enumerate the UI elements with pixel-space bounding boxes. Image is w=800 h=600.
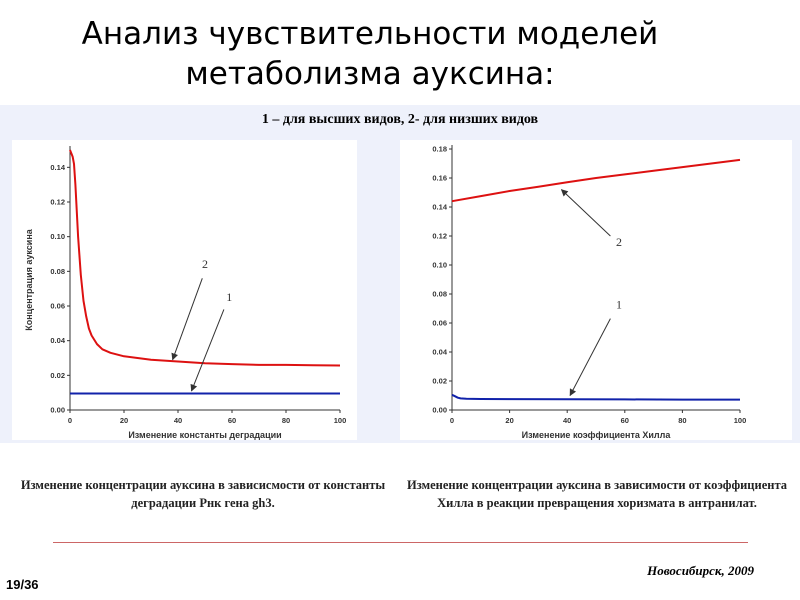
series-line-1 [451,393,740,401]
chart-hill-coefficient: 0.00 0.02 0.04 0.06 0.08 0.10 0.12 0.14 0.16 0.18… [400,140,792,440]
y-tick-label: 0.02 [50,371,65,380]
series-line-2 [69,149,341,367]
x-tick-label: 60 [228,416,236,425]
y-tick-label: 0.00 [50,406,65,415]
y-tick-label: 0.12 [432,232,447,241]
annotation-arrow [190,309,225,392]
x-tick-label: 40 [174,416,182,425]
y-tick-label: 0.12 [50,198,65,207]
chart-degradation-constant: 0.00 0.02 0.04 0.06 0.08 0.10 0.12 0.14 0 20 40 60 8… [12,140,357,440]
series-legend-note: 1 – для высших видов, 2- для низших видо… [261,112,539,127]
x-tick-label: 0 [68,416,72,425]
y-tick-label: 0.04 [432,348,447,357]
series-line-2 [451,158,741,203]
annotation-arrow [171,278,203,361]
x-tick-label: 20 [120,416,128,425]
y-tick-label: 0.02 [432,377,447,386]
slide-title: Анализ чувствительности моделей метаболи… [81,16,659,92]
x-tick-label: 80 [282,416,290,425]
x-tick-label: 40 [563,416,571,425]
y-tick-label: 0.04 [50,336,65,345]
x-axis-label: Изменение константы деградации [128,430,281,440]
x-axis-label: Изменение коэффициента Хилла [522,430,672,440]
chart-hill-coefficient-svg: 0.00 0.02 0.04 0.06 0.08 0.10 0.12 0.14 0.16 0.18… [432,145,747,441]
x-tick-label: 100 [334,416,347,425]
x-tick-label: 0 [450,416,454,425]
y-tick-label: 0.06 [50,302,65,311]
annotation-label: 2 [616,235,622,249]
x-tick-label: 60 [621,416,629,425]
annotation-arrow [569,318,611,397]
y-tick-label: 0.14 [50,163,65,172]
y-tick-label: 0.14 [432,203,447,212]
y-tick-label: 0.08 [50,267,65,276]
footer-divider [53,542,748,543]
annotation-label: 1 [616,298,622,312]
annotation-arrow [560,189,611,237]
x-tick-label: 80 [678,416,686,425]
y-axis-label: Концентрация ауксина [24,228,34,330]
caption-hill-coefficient: Изменение концентрации ауксина в зависим… [407,478,787,510]
chart-degradation-constant-svg: 0.00 0.02 0.04 0.06 0.08 0.10 0.12 0.14 0 20 40 60 8… [24,146,347,440]
page-number: 19/36 [6,577,39,592]
y-tick-label: 0.06 [432,319,447,328]
footer-city-year: Новосибирск, 2009 [647,563,754,578]
y-tick-label: 0.18 [432,145,447,154]
y-tick-label: 0.00 [432,406,447,415]
x-tick-label: 100 [734,416,747,425]
y-tick-label: 0.10 [432,261,447,270]
caption-degradation-constant: Изменение концентрации ауксина в зависис… [20,478,386,510]
y-tick-label: 0.16 [432,174,447,183]
y-tick-label: 0.10 [50,232,65,241]
annotation-label: 2 [202,257,208,271]
x-tick-label: 20 [505,416,513,425]
annotation-label: 1 [226,290,232,304]
y-tick-label: 0.08 [432,290,447,299]
